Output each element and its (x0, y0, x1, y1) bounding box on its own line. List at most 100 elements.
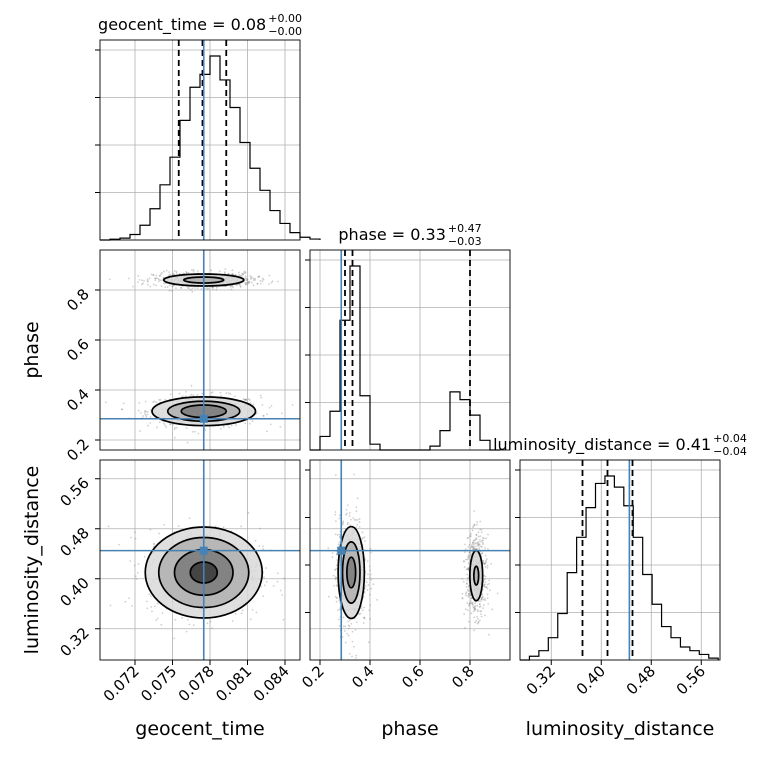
sample-point (222, 426, 225, 428)
sample-point (255, 611, 258, 614)
sample-point (358, 521, 361, 523)
sample-point (461, 596, 464, 599)
sample-point (368, 565, 371, 568)
sample-point (348, 512, 351, 514)
sample-point (238, 273, 241, 276)
y-tick-label: 0.48 (56, 524, 92, 560)
sample-point (369, 547, 372, 550)
sample-point (240, 612, 243, 615)
sample-point (481, 541, 484, 544)
sample-point (206, 622, 209, 625)
sample-point (348, 515, 351, 517)
sample-point (227, 272, 230, 275)
sample-point (259, 279, 262, 282)
sample-point (228, 392, 230, 394)
sample-point (144, 413, 146, 415)
sample-point (272, 584, 275, 587)
sample-point (467, 584, 470, 587)
sample-point (146, 283, 149, 286)
sample-point (192, 270, 195, 273)
hist-title-geocent_time: geocent_time = 0.08 +0.00−0.00 (98, 12, 302, 38)
sample-point (252, 284, 255, 287)
sample-point (483, 563, 486, 566)
panel-phase-vs-luminosity_distance (309, 459, 511, 661)
sample-point (482, 543, 484, 546)
sample-point (470, 532, 472, 535)
sample-point (268, 274, 271, 277)
sample-point (484, 562, 487, 564)
sample-point (337, 618, 340, 621)
sample-point (265, 580, 268, 583)
sample-point (355, 657, 357, 659)
sample-point (173, 637, 176, 640)
sample-point (226, 424, 229, 427)
sample-point (163, 422, 165, 425)
sample-point (173, 428, 176, 431)
sample-point (246, 281, 249, 284)
sample-point (168, 274, 171, 276)
hist-title-luminosity_distance: luminosity_distance = 0.41 +0.04−0.04 (493, 432, 747, 458)
sample-point (475, 547, 478, 550)
sample-point (338, 517, 341, 520)
sample-point (283, 577, 286, 580)
sample-point (168, 284, 171, 287)
sample-point (122, 402, 125, 405)
sample-point (477, 535, 480, 538)
sample-point (158, 421, 161, 424)
hist-panel-phase: phase = 0.33 +0.47−0.03 (309, 222, 511, 451)
sample-point (250, 276, 253, 279)
sample-point (156, 617, 159, 620)
sample-point (470, 544, 473, 546)
sample-point (469, 553, 472, 556)
x-tick-label: 0.6 (398, 662, 428, 692)
sample-point (139, 411, 142, 414)
sample-point (262, 545, 264, 548)
sample-point (161, 612, 164, 614)
sample-point (464, 548, 467, 551)
sample-point (480, 528, 483, 531)
sample-point (185, 427, 188, 429)
sample-point (346, 512, 348, 515)
sample-point (131, 605, 133, 607)
sample-point (345, 513, 347, 516)
sample-point (157, 277, 160, 280)
sample-point (159, 273, 162, 275)
sample-point (467, 554, 470, 556)
sample-point (472, 524, 475, 527)
sample-point (249, 274, 251, 277)
sample-point (240, 275, 243, 277)
sample-point (222, 526, 225, 529)
sample-point (137, 409, 140, 412)
sample-point (146, 424, 149, 427)
sample-point (259, 282, 262, 285)
sample-point (155, 401, 158, 404)
sample-point (363, 536, 366, 539)
sample-point (465, 591, 468, 594)
sample-point (173, 270, 176, 272)
sample-point (262, 595, 264, 598)
sample-point (484, 597, 487, 600)
sample-point (490, 562, 493, 565)
sample-point (356, 519, 359, 521)
sample-point (185, 390, 187, 393)
sample-point (250, 278, 252, 280)
sample-point (464, 627, 466, 629)
sample-point (370, 587, 373, 590)
sample-point (152, 401, 155, 403)
sample-point (243, 398, 246, 401)
sample-point (231, 284, 233, 287)
sample-point (467, 555, 469, 558)
inner-ticks (515, 469, 520, 613)
sample-point (250, 276, 253, 278)
title-text: phase = 0.33 (338, 225, 445, 244)
sample-point (327, 547, 330, 550)
sample-point (171, 290, 173, 292)
sample-point (334, 513, 336, 516)
sample-point (468, 603, 470, 606)
sample-point (238, 283, 241, 286)
hist-step-luminosity_distance (520, 475, 719, 661)
sample-point (154, 277, 157, 280)
sample-point (158, 399, 161, 401)
hist-panel-geocent_time: geocent_time = 0.08 +0.00−0.00 (98, 12, 321, 241)
sample-point (467, 546, 470, 548)
